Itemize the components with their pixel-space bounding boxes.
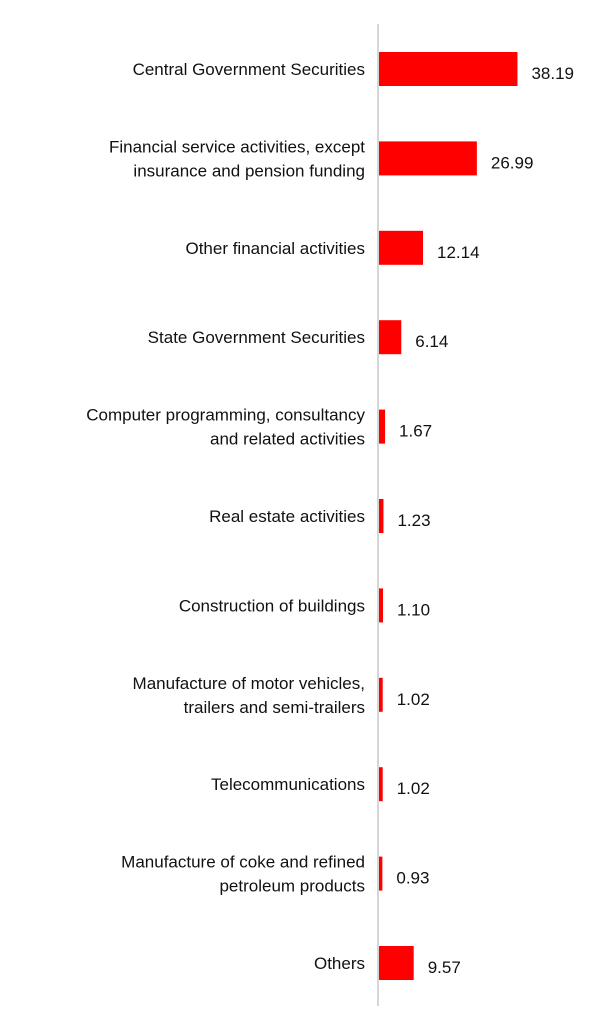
category-label-line: Construction of buildings — [179, 596, 365, 615]
category-label-line: insurance and pension funding — [133, 161, 365, 180]
value-label-7: 1.02 — [397, 690, 430, 709]
category-label-0: Central Government Securities — [133, 60, 365, 79]
category-label-line: Real estate activities — [209, 507, 365, 526]
bars-layer — [379, 52, 518, 980]
category-label-9: Manufacture of coke and refined petroleum… — [121, 853, 365, 896]
category-label-line: Central Government Securities — [133, 60, 365, 79]
bar-1 — [379, 141, 477, 176]
value-label-5: 1.23 — [397, 511, 430, 530]
bar-0 — [379, 52, 518, 86]
category-label-line: State Government Securities — [148, 328, 365, 347]
value-label-10: 9.57 — [428, 958, 461, 977]
bar-10 — [379, 946, 414, 980]
category-label-line: Others — [314, 954, 365, 973]
value-label-6: 1.10 — [397, 600, 430, 619]
bar-2 — [379, 230, 424, 265]
category-label-line: trailers and semi-trailers — [184, 698, 365, 717]
bar-4 — [379, 409, 386, 444]
bar-3 — [379, 320, 402, 355]
category-label-line: and related activities — [210, 430, 365, 449]
category-label-3: State Government Securities — [148, 328, 365, 347]
category-label-line: Manufacture of coke and refined — [121, 853, 365, 872]
bar-6 — [379, 588, 383, 623]
value-label-0: 38.19 — [531, 64, 574, 83]
category-label-line: petroleum products — [219, 877, 365, 896]
category-label-line: Computer programming, consultancy — [86, 406, 365, 425]
value-label-3: 6.14 — [415, 332, 448, 351]
category-label-4: Computer programming, consultancy and rel… — [86, 406, 365, 449]
category-label-1: Financial service activities, except insu… — [109, 137, 365, 180]
category-labels-layer: Central Government Securities Financial s… — [86, 60, 365, 973]
category-label-8: Telecommunications — [211, 775, 365, 794]
value-label-4: 1.67 — [399, 422, 432, 441]
category-label-5: Real estate activities — [209, 507, 365, 526]
category-label-6: Construction of buildings — [179, 596, 365, 615]
bar-7 — [379, 677, 383, 712]
value-labels-layer: 38.19 26.99 12.14 6.14 1.67 1.23 1.10 1.02 1.02 0… — [396, 64, 574, 977]
category-label-7: Manufacture of motor vehicles, trailers a… — [133, 674, 365, 717]
value-label-8: 1.02 — [397, 779, 430, 798]
bar-9 — [379, 856, 383, 891]
category-label-10: Others — [314, 954, 365, 973]
category-label-line: Financial service activities, except — [109, 137, 365, 156]
category-label-2: Other financial activities — [185, 239, 365, 258]
category-label-line: Telecommunications — [211, 775, 365, 794]
bar-8 — [379, 767, 383, 802]
value-label-1: 26.99 — [491, 153, 534, 172]
category-label-line: Other financial activities — [185, 239, 365, 258]
category-label-line: Manufacture of motor vehicles, — [133, 674, 365, 693]
bar-5 — [379, 499, 384, 533]
value-label-2: 12.14 — [437, 243, 480, 262]
value-label-9: 0.93 — [396, 869, 429, 888]
